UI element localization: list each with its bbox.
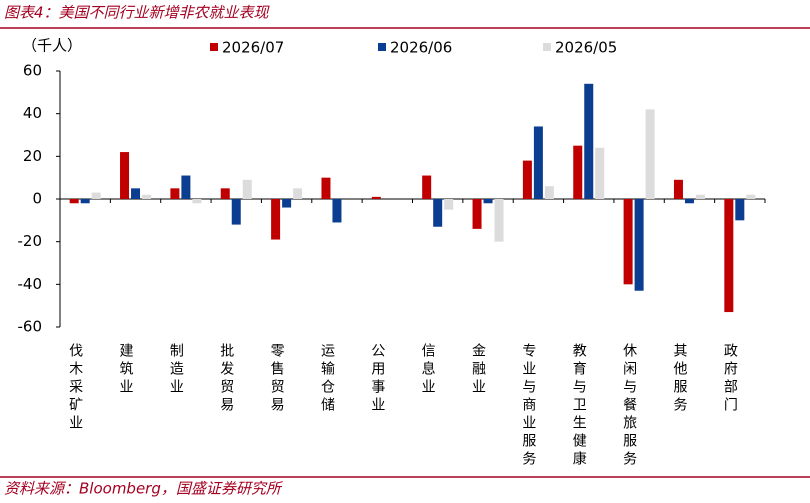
bar <box>544 186 554 199</box>
legend-label: 2026/05 <box>555 39 617 57</box>
x-tick-label: 零售贸易 <box>269 343 285 415</box>
x-tick-label: 其他服务 <box>671 343 687 415</box>
x-tick-label: 批发贸易 <box>218 343 234 415</box>
bar <box>332 199 342 223</box>
bar <box>321 177 331 199</box>
bar <box>634 199 644 291</box>
bar <box>80 199 90 204</box>
x-tick-label: 伐木采矿业 <box>67 343 83 433</box>
bar <box>673 179 683 199</box>
y-tick-label: -60 <box>18 318 43 336</box>
bar <box>69 199 79 204</box>
bar <box>472 199 482 229</box>
x-tick-label: 公用事业 <box>369 343 385 415</box>
y-tick-label: 0 <box>32 190 42 208</box>
legend-swatch <box>543 43 551 51</box>
bar <box>483 199 493 204</box>
bar <box>271 199 281 240</box>
bar <box>533 126 543 199</box>
bar <box>444 199 454 210</box>
x-tick-label: 专业与商业服务 <box>520 343 536 469</box>
bar <box>573 145 583 199</box>
bar <box>220 188 230 199</box>
bar <box>242 179 252 199</box>
y-tick-label: -40 <box>18 275 43 293</box>
bar <box>293 188 303 199</box>
bar <box>684 199 694 204</box>
x-tick-label: 建筑业 <box>118 343 134 397</box>
bar <box>623 199 633 285</box>
x-tick-label: 金融业 <box>470 343 486 397</box>
bar <box>645 109 655 199</box>
x-tick-label: 政府部门 <box>722 343 738 415</box>
bar <box>142 194 152 199</box>
legend-label: 2026/07 <box>222 39 284 57</box>
bar <box>282 199 292 208</box>
bar <box>131 188 141 199</box>
bar <box>192 199 202 204</box>
bar <box>724 199 734 313</box>
y-tick-label: 40 <box>23 104 42 122</box>
legend-label: 2026/06 <box>390 39 452 57</box>
bar <box>695 194 705 199</box>
bar <box>433 199 443 227</box>
bar <box>371 196 381 199</box>
bar <box>120 152 130 199</box>
chart-title: 图表4：美国不同行业新增非农就业表现 <box>4 4 271 22</box>
bar <box>170 188 180 199</box>
bar <box>494 199 504 242</box>
bar <box>584 83 594 199</box>
source-note: 资料来源：Bloomberg，国盛证券研究所 <box>4 480 283 498</box>
x-tick-label: 运输仓储 <box>319 343 335 415</box>
y-tick-label: 20 <box>23 147 42 165</box>
bar <box>231 199 241 225</box>
y-tick-label: 60 <box>23 62 42 80</box>
y-axis-label: （千人） <box>22 37 82 55</box>
legend-swatch <box>210 43 218 51</box>
x-tick-label: 教育与卫生健康 <box>571 343 587 469</box>
bar <box>91 192 101 199</box>
legend-swatch <box>378 43 386 51</box>
bar <box>735 199 745 221</box>
x-tick-label: 休闲与餐旅服务 <box>621 343 637 469</box>
bar <box>422 175 432 199</box>
bar <box>522 160 532 199</box>
x-tick-label: 信息业 <box>420 343 436 397</box>
bar <box>181 175 191 199</box>
bar <box>746 194 756 199</box>
x-tick-label: 制造业 <box>168 343 184 397</box>
y-tick-label: -20 <box>18 232 43 250</box>
bar <box>595 147 605 199</box>
